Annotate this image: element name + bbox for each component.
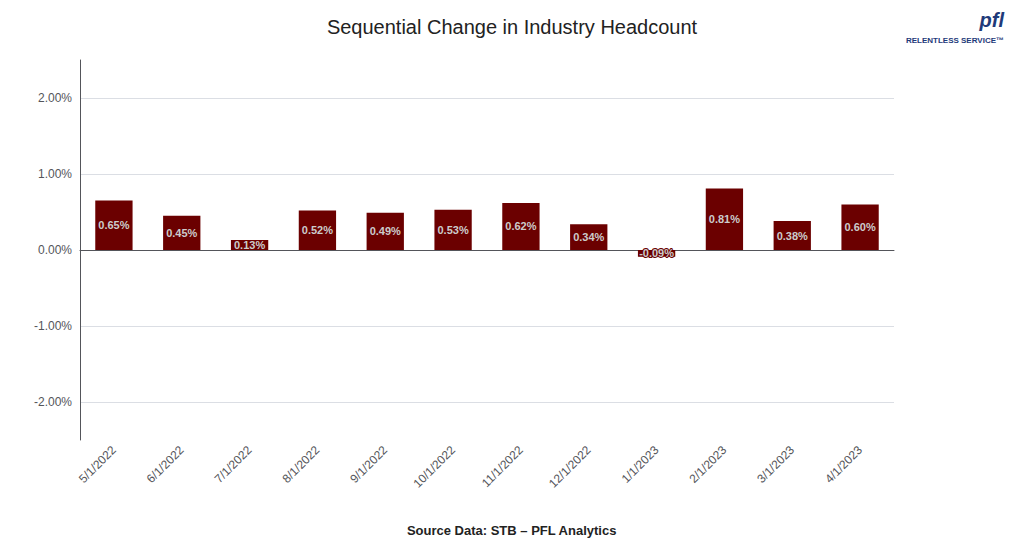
svg-text:-1.00%: -1.00% — [34, 319, 72, 333]
svg-text:0.62%: 0.62% — [505, 220, 536, 232]
svg-text:0.49%: 0.49% — [370, 225, 401, 237]
svg-text:5/1/2022: 5/1/2022 — [76, 443, 119, 486]
svg-text:2.00%: 2.00% — [38, 91, 72, 105]
svg-text:0.45%: 0.45% — [166, 227, 197, 239]
svg-text:11/1/2022: 11/1/2022 — [479, 443, 526, 490]
svg-text:Sequential Change in Industry: Sequential Change in Industry Headcount — [327, 16, 698, 38]
svg-text:0.65%: 0.65% — [98, 219, 129, 231]
svg-text:4/1/2023: 4/1/2023 — [822, 443, 865, 486]
svg-text:0.00%: 0.00% — [38, 243, 72, 257]
svg-text:0.53%: 0.53% — [437, 224, 468, 236]
svg-text:0.13%: 0.13% — [234, 239, 265, 251]
svg-text:-0.09%: -0.09% — [639, 247, 674, 259]
svg-text:3/1/2023: 3/1/2023 — [754, 443, 797, 486]
svg-text:6/1/2022: 6/1/2022 — [144, 443, 187, 486]
svg-text:Source Data: STB – PFL Analyti: Source Data: STB – PFL Analytics — [407, 523, 617, 538]
svg-text:12/1/2022: 12/1/2022 — [546, 443, 594, 491]
svg-text:0.60%: 0.60% — [844, 221, 875, 233]
svg-text:0.81%: 0.81% — [709, 213, 740, 225]
svg-text:1/1/2023: 1/1/2023 — [619, 443, 662, 486]
svg-text:7/1/2022: 7/1/2022 — [212, 443, 255, 486]
svg-text:0.52%: 0.52% — [302, 224, 333, 236]
svg-text:RELENTLESS SERVICE™: RELENTLESS SERVICE™ — [906, 36, 1004, 45]
svg-text:0.38%: 0.38% — [777, 230, 808, 242]
svg-text:2/1/2023: 2/1/2023 — [686, 443, 729, 486]
svg-text:0.34%: 0.34% — [573, 231, 604, 243]
svg-text:pfl: pfl — [979, 9, 1005, 31]
svg-text:9/1/2022: 9/1/2022 — [347, 443, 390, 486]
svg-text:8/1/2022: 8/1/2022 — [279, 443, 322, 486]
svg-text:1.00%: 1.00% — [38, 167, 72, 181]
svg-text:10/1/2022: 10/1/2022 — [410, 443, 458, 491]
svg-text:-2.00%: -2.00% — [34, 395, 72, 409]
